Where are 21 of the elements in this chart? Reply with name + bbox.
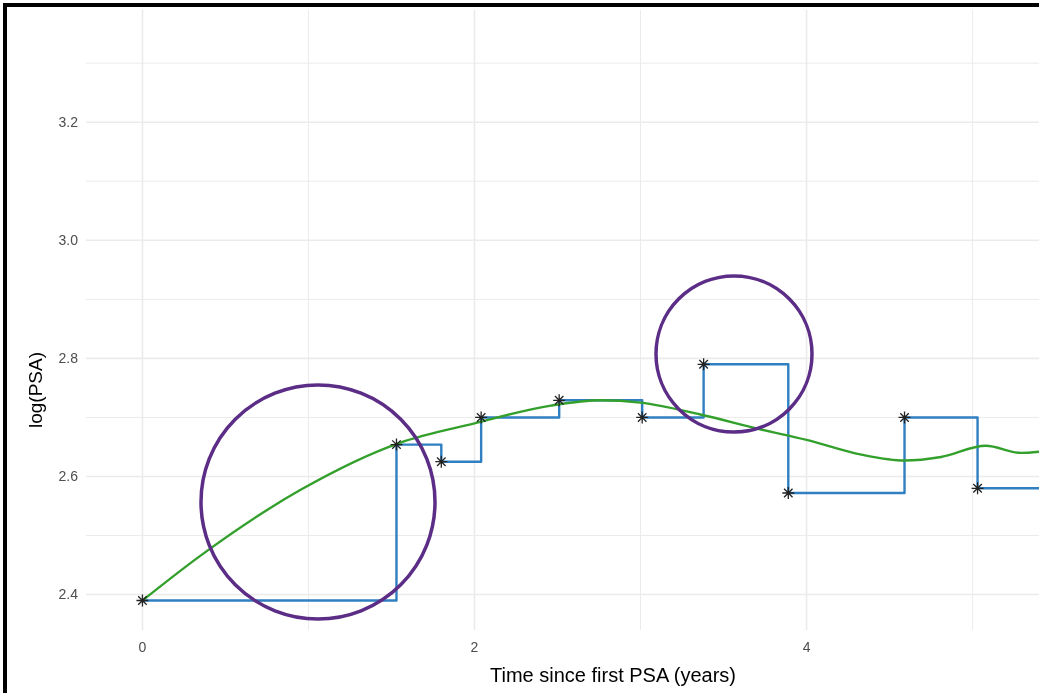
text: 3.0 [58, 232, 78, 249]
point [434, 455, 448, 469]
point [696, 357, 711, 371]
point [135, 593, 150, 608]
line-series [141, 399, 1039, 602]
point [474, 410, 488, 425]
y-tick-label: 2.6 [58, 468, 79, 485]
x-axis-title: Time since first PSA (years) [490, 664, 736, 686]
point [635, 410, 649, 425]
y-tick-label: 2.8 [58, 350, 79, 367]
y-axis-title: log(PSA) [25, 351, 46, 429]
point [897, 410, 912, 425]
y-tick-label: 3.2 [58, 114, 79, 131]
y-tick-label: 2.4 [58, 586, 79, 603]
x-tick-label: 4 [802, 639, 811, 655]
x-tick-label: 0 [138, 639, 147, 655]
point [552, 393, 566, 407]
point [389, 437, 404, 452]
point [970, 481, 985, 495]
point [781, 486, 795, 500]
x-tick-label: 2 [470, 639, 479, 655]
